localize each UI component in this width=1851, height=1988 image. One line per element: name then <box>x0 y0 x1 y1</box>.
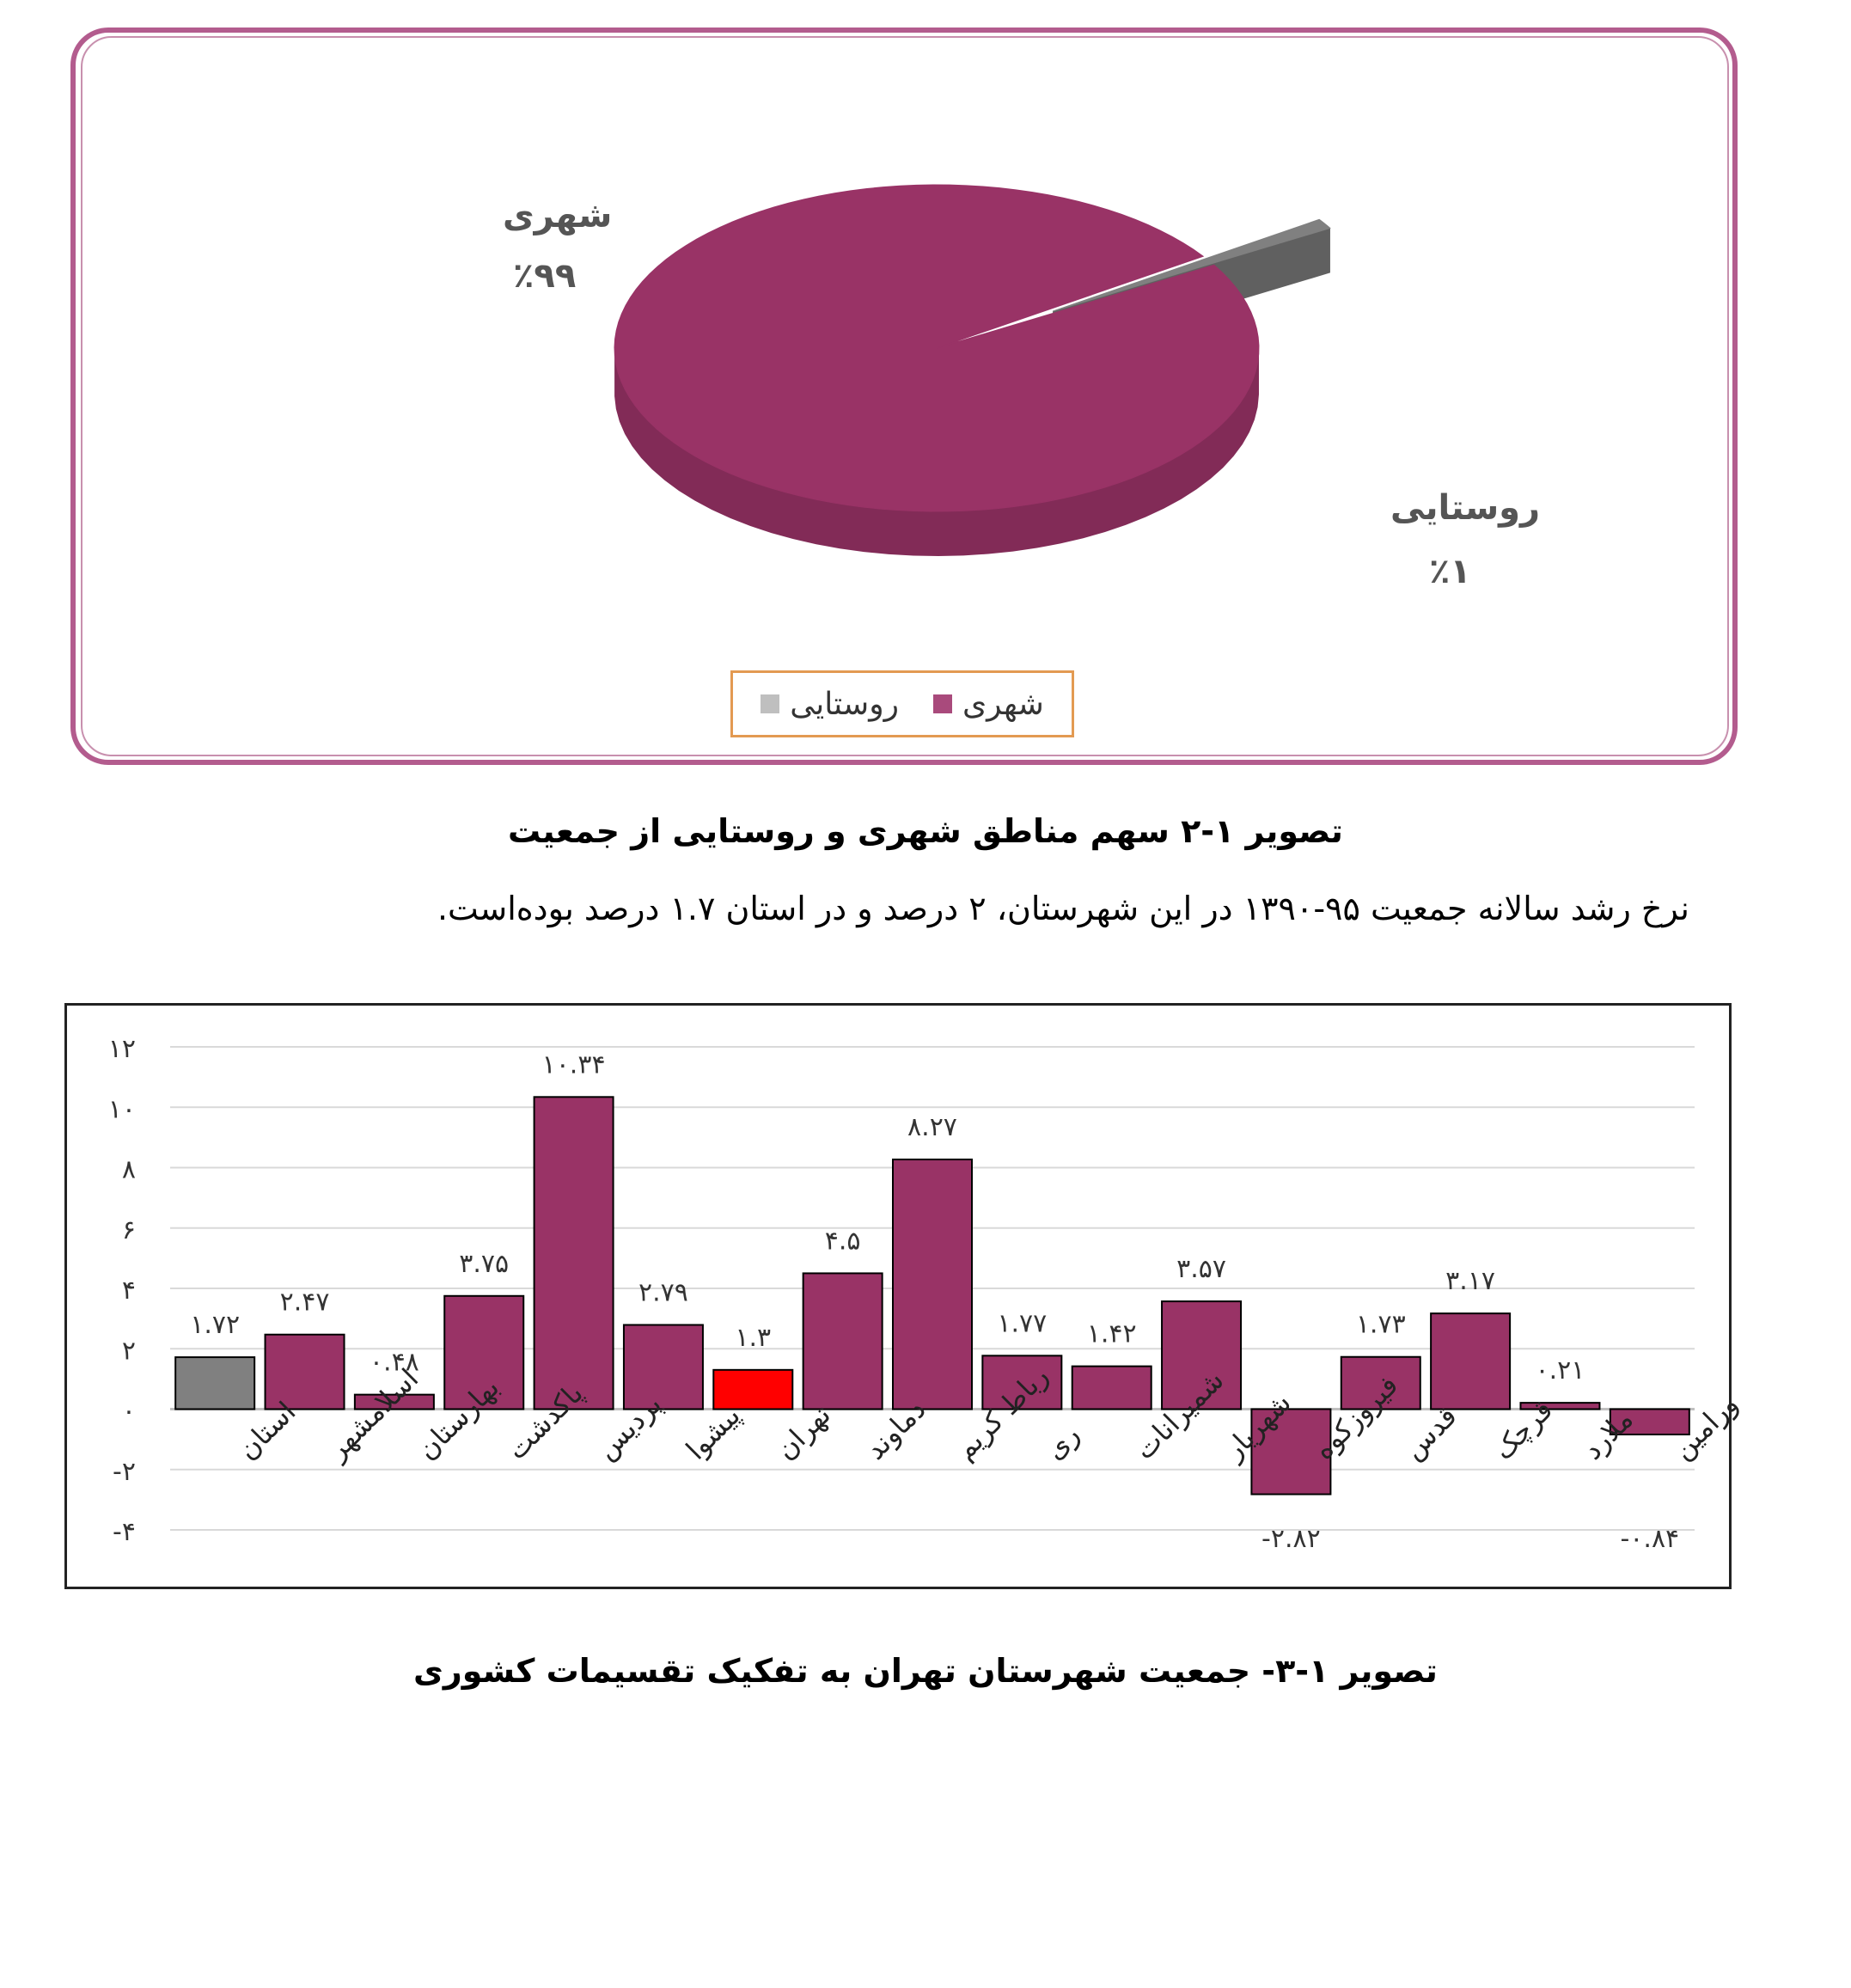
bar <box>892 1159 973 1410</box>
data-label: ۳.۷۵ <box>459 1249 509 1279</box>
y-tick-label: ۶ <box>122 1215 136 1245</box>
y-tick-label: ۱۰ <box>108 1094 136 1124</box>
data-label: ۱.۳ <box>735 1323 771 1353</box>
data-label: ۰.۴۸ <box>370 1348 419 1378</box>
x-tick-label: ری <box>1038 1418 1086 1466</box>
pie-chart-frame <box>70 28 1738 765</box>
bar <box>443 1294 525 1410</box>
y-tick-label: -۴ <box>113 1517 136 1547</box>
bar-caption: تصویر ۱-۳- جمعیت شهرستان تهران به تفکیک … <box>413 1652 1438 1690</box>
bar <box>264 1333 345 1410</box>
bar-chart: ۱۲۱۰۸۶۴۲۰-۲-۴۱.۷۲استان۲.۴۷اسلامشهر۰.۴۸به… <box>108 1034 1744 1554</box>
bar <box>1519 1402 1601 1410</box>
data-label: ۱.۷۷ <box>997 1308 1047 1338</box>
bar <box>1430 1312 1512 1410</box>
legend-item-urban: شهری <box>932 686 1044 722</box>
pie-legend: شهری روستایی <box>730 670 1074 737</box>
bar <box>712 1368 794 1410</box>
urban-label: شهری <box>503 196 613 236</box>
data-label: ۰.۲۱ <box>1536 1355 1585 1385</box>
data-label: ۴.۵ <box>825 1226 861 1256</box>
growth-paragraph: نرخ رشد سالانه جمعیت ۹۵-۱۳۹۰ در این شهرس… <box>437 890 1689 927</box>
bar <box>1250 1408 1332 1496</box>
rural-label: روستایی <box>1390 488 1541 528</box>
data-label: ۲.۷۹ <box>638 1278 688 1308</box>
pie-caption: تصویر ۱-۲ سهم مناطق شهری و روستایی از جم… <box>508 812 1343 850</box>
pie-chart-inner-frame <box>81 36 1729 756</box>
bar-chart-frame <box>64 1003 1732 1589</box>
pie-slice-rural <box>1052 218 1331 312</box>
bar <box>1340 1355 1421 1410</box>
data-label: -۲.۸۲ <box>1261 1524 1321 1554</box>
bar <box>533 1096 614 1410</box>
pie-slice-urban <box>614 184 1260 512</box>
data-label: ۳.۱۷ <box>1445 1266 1495 1296</box>
bar <box>1161 1300 1243 1410</box>
y-tick-label: ۲ <box>122 1336 136 1366</box>
y-tick-label: ۱۲ <box>108 1034 136 1064</box>
bar <box>981 1355 1063 1410</box>
legend-item-rural: روستایی <box>761 687 899 722</box>
data-label: ۱.۴۲ <box>1087 1319 1137 1349</box>
legend-label-rural: روستایی <box>790 686 899 722</box>
pie-chart <box>614 184 1331 556</box>
y-tick-label: -۲ <box>113 1457 136 1487</box>
pie-side-urban <box>614 349 1259 556</box>
data-label: ۱.۷۳ <box>1356 1310 1406 1340</box>
bar <box>622 1324 704 1410</box>
data-label: ۱.۷۲ <box>190 1310 240 1340</box>
bar <box>174 1356 256 1410</box>
data-label: ۳.۵۷ <box>1176 1254 1226 1284</box>
urban-percent: ٪۹۹ <box>513 256 577 296</box>
data-label: -۰.۸۴ <box>1620 1524 1679 1554</box>
data-label: ۲.۴۷ <box>280 1288 330 1318</box>
bar <box>802 1272 883 1410</box>
data-label: ۸.۲۷ <box>907 1112 957 1142</box>
y-tick-label: ۴ <box>122 1275 136 1306</box>
rural-percent: ٪۱ <box>1429 552 1471 591</box>
legend-swatch-rural <box>761 694 780 713</box>
bar <box>1609 1408 1690 1436</box>
data-label: ۱۰.۳۴ <box>542 1049 606 1080</box>
y-tick-label: ۸ <box>122 1155 136 1185</box>
bar <box>1071 1365 1152 1410</box>
legend-swatch-urban <box>932 694 952 713</box>
bar <box>353 1393 435 1410</box>
legend-label-urban: شهری <box>962 686 1044 722</box>
y-tick-label: ۰ <box>122 1397 136 1427</box>
